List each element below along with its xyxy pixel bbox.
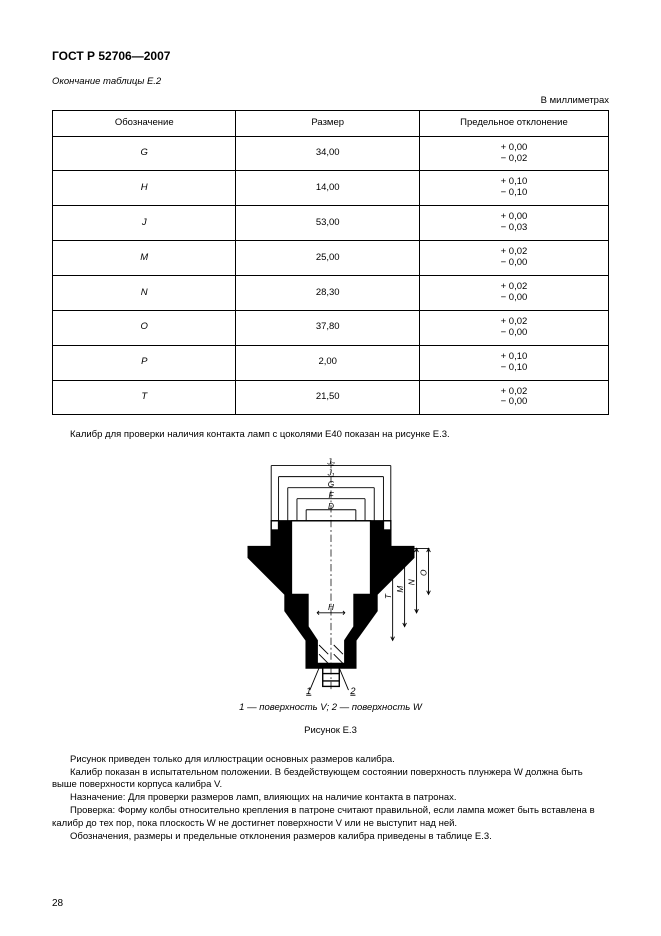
page: ГОСТ Р 52706—2007 Окончание таблицы Е.2 … [0,0,661,936]
para-2: Калибр показан в испытательном положении… [52,767,609,793]
svg-text:M: M [395,586,404,593]
cell-tolerance: + 0,02− 0,00 [419,380,608,415]
svg-text:1: 1 [306,686,311,696]
cell-size: 14,00 [236,171,419,206]
cell-tolerance: + 0,02− 0,00 [419,241,608,276]
col-size: Размер [236,110,419,136]
table-row: H14,00+ 0,10− 0,10 [53,171,609,206]
cell-designation: O [53,310,236,345]
cell-size: 37,80 [236,310,419,345]
para-4: Проверка: Форму колбы относительно крепл… [52,805,609,831]
gauge-svg: J₂ J₁ G F D [216,456,446,696]
table-row: M25,00+ 0,02− 0,00 [53,241,609,276]
cell-tolerance: + 0,02− 0,00 [419,276,608,311]
table-row: G34,00+ 0,00− 0,02 [53,136,609,171]
standard-header: ГОСТ Р 52706—2007 [52,48,609,64]
after-table-text: Калибр для проверки наличия контакта лам… [52,429,609,442]
cell-tolerance: + 0,00− 0,03 [419,206,608,241]
diagram-caption: 1 — поверхность V; 2 — поверхность W [52,702,609,715]
figure-label: Рисунок Е.3 [52,725,609,738]
cell-size: 2,00 [236,345,419,380]
page-number: 28 [52,897,63,911]
gauge-diagram: J₂ J₁ G F D [52,456,609,696]
svg-text:T: T [383,593,392,599]
cell-designation: H [53,171,236,206]
dimensions-table: Обозначение Размер Предельное отклонение… [52,110,609,416]
cell-designation: N [53,276,236,311]
cell-size: 34,00 [236,136,419,171]
table-header-row: Обозначение Размер Предельное отклонение [53,110,609,136]
cell-designation: P [53,345,236,380]
para-1: Рисунок приведен только для иллюстрации … [52,754,609,767]
table-row: P2,00+ 0,10− 0,10 [53,345,609,380]
table-row: J53,00+ 0,00− 0,03 [53,206,609,241]
cell-size: 25,00 [236,241,419,276]
svg-text:N: N [407,579,416,585]
cell-size: 53,00 [236,206,419,241]
cell-tolerance: + 0,10− 0,10 [419,345,608,380]
cell-designation: G [53,136,236,171]
table-caption: Окончание таблицы Е.2 [52,76,609,89]
col-designation: Обозначение [53,110,236,136]
cell-tolerance: + 0,00− 0,02 [419,136,608,171]
table-row: O37,80+ 0,02− 0,00 [53,310,609,345]
cell-size: 28,30 [236,276,419,311]
table-row: N28,30+ 0,02− 0,00 [53,276,609,311]
cell-designation: T [53,380,236,415]
cell-size: 21,50 [236,380,419,415]
para-3: Назначение: Для проверки размеров ламп, … [52,792,609,805]
cell-designation: J [53,206,236,241]
svg-text:2: 2 [349,686,355,696]
cell-tolerance: + 0,10− 0,10 [419,171,608,206]
svg-text:O: O [419,569,428,576]
units-label: В миллиметрах [52,95,609,108]
cell-designation: M [53,241,236,276]
para-5: Обозначения, размеры и предельные отклон… [52,831,609,844]
cell-tolerance: + 0,02− 0,00 [419,310,608,345]
table-row: T21,50+ 0,02− 0,00 [53,380,609,415]
svg-text:H: H [328,603,334,612]
col-tolerance: Предельное отклонение [419,110,608,136]
